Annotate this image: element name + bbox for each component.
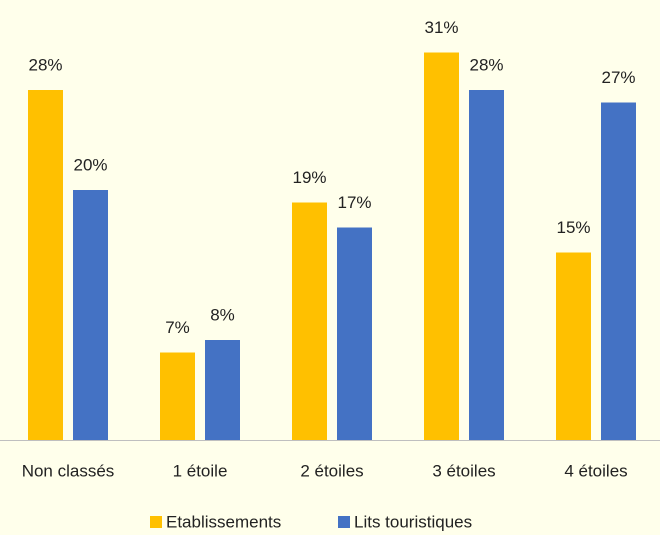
x-tick-label: 4 étoiles [564, 461, 627, 480]
data-label: 27% [601, 68, 635, 87]
data-label: 20% [73, 155, 107, 174]
data-label: 8% [210, 305, 235, 324]
bar [424, 52, 459, 440]
bar [28, 90, 63, 440]
data-label: 15% [556, 218, 590, 237]
data-label: 19% [292, 168, 326, 187]
bar [160, 352, 195, 440]
bar [73, 190, 108, 440]
data-label: 17% [337, 193, 371, 212]
data-label: 28% [28, 55, 62, 74]
x-tick-label: 1 étoile [173, 461, 228, 480]
bar [556, 252, 591, 440]
legend-label: Lits touristiques [354, 512, 472, 531]
legend-swatch [150, 516, 162, 528]
legend-label: Etablissements [166, 512, 281, 531]
data-label: 7% [165, 318, 190, 337]
bar [337, 227, 372, 440]
bar [469, 90, 504, 440]
x-tick-label: 3 étoiles [432, 461, 495, 480]
legend-swatch [338, 516, 350, 528]
data-label: 28% [469, 55, 503, 74]
bar [205, 340, 240, 440]
bar [292, 202, 327, 440]
data-label: 31% [424, 18, 458, 37]
x-tick-label: Non classés [22, 461, 115, 480]
x-tick-label: 2 étoiles [300, 461, 363, 480]
bar [601, 102, 636, 440]
